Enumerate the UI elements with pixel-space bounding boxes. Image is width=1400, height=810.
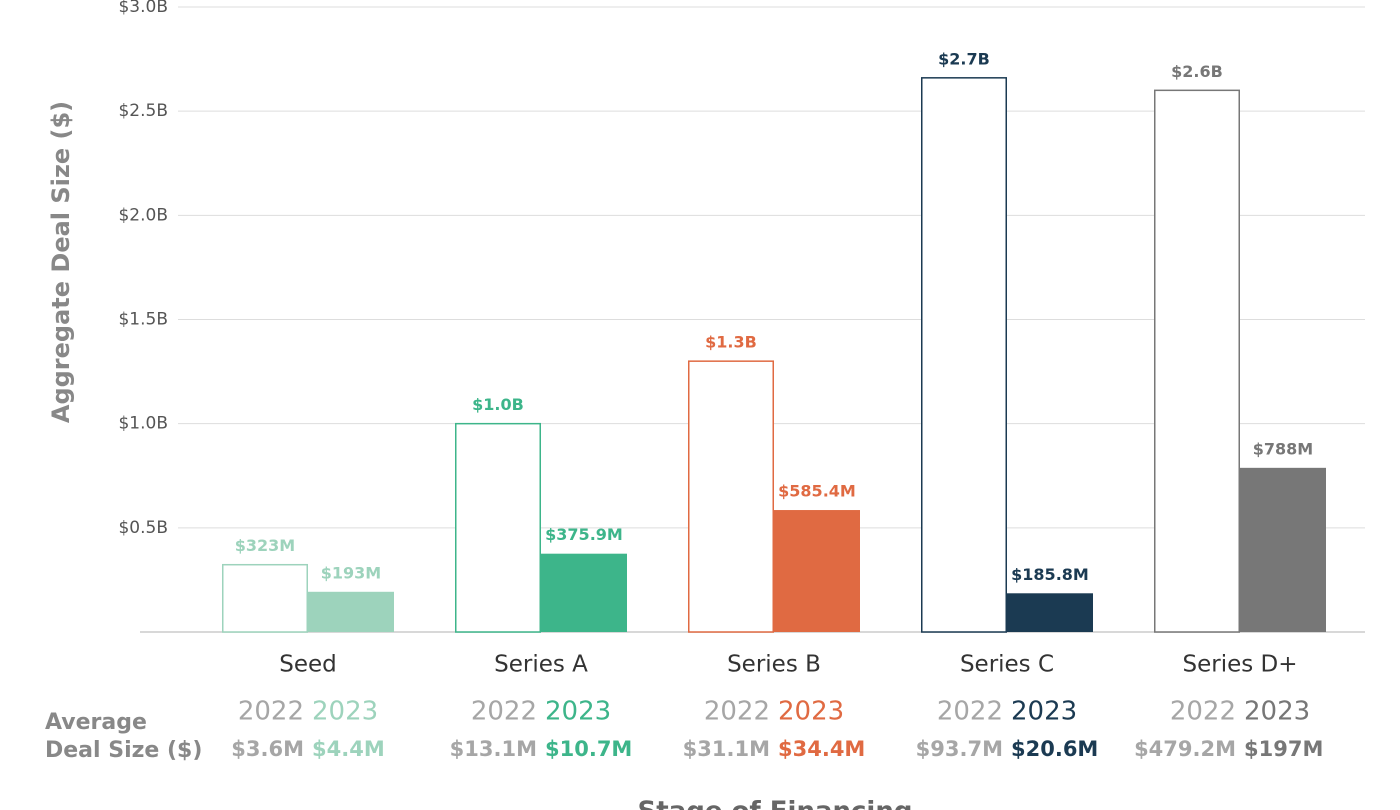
average-value: $197M [1244, 737, 1323, 761]
legend-year: 2023 [312, 697, 378, 727]
legend-year: 2022 [1170, 697, 1236, 727]
average-value: $10.7M [545, 737, 632, 761]
y-tick-label: $1.5B [118, 310, 168, 330]
value-label: $375.9M [545, 525, 623, 544]
y-axis-title: Aggregate Deal Size ($) [47, 101, 75, 423]
bar [455, 422, 541, 633]
value-label: $1.3B [705, 333, 757, 352]
average-value: $20.6M [1011, 737, 1098, 761]
x-tick-label: Seed [279, 652, 337, 678]
value-label: $2.7B [938, 49, 990, 68]
legend-year: 2022 [238, 697, 304, 727]
average-value: $34.4M [778, 737, 865, 761]
y-tick-label: $2.0B [118, 205, 168, 225]
legend-year: 2022 [704, 697, 770, 727]
bar [774, 510, 860, 632]
value-label: $585.4M [778, 482, 856, 501]
average-value: $93.7M [916, 737, 1003, 761]
legend-year: 2022 [471, 697, 537, 727]
y-tick-label: $1.0B [118, 414, 168, 434]
average-value: $4.4M [312, 737, 385, 761]
bar [541, 553, 627, 632]
legend-year: 2023 [545, 697, 611, 727]
bar [1007, 593, 1093, 632]
value-label: $2.6B [1171, 62, 1223, 81]
bar [222, 563, 308, 633]
value-label: $193M [321, 563, 381, 582]
legend-year: 2022 [937, 697, 1003, 727]
bar [1240, 467, 1326, 632]
x-tick-label: Series B [727, 652, 821, 678]
x-tick-label: Series D+ [1182, 652, 1297, 678]
bar [921, 77, 1007, 633]
value-label: $323M [235, 536, 295, 555]
bar [688, 360, 774, 633]
average-value: $31.1M [683, 737, 770, 761]
x-tick-label: Series C [960, 652, 1054, 678]
value-label: $788M [1253, 439, 1313, 458]
average-value: $479.2M [1134, 737, 1236, 761]
y-tick-label: $2.5B [118, 101, 168, 121]
average-value: $3.6M [231, 737, 304, 761]
x-tick-label: Series A [494, 652, 588, 678]
legend-year: 2023 [778, 697, 844, 727]
bar [1154, 89, 1240, 633]
value-label: $1.0B [472, 395, 524, 414]
y-tick-label: $3.0B [118, 0, 168, 17]
x-axis-title: Stage of Financing [638, 797, 913, 810]
value-label: $185.8M [1011, 565, 1089, 584]
average-title: Average [45, 710, 147, 735]
bar [308, 591, 394, 632]
average-value: $13.1M [450, 737, 537, 761]
y-tick-label: $0.5B [118, 518, 168, 538]
legend-year: 2023 [1244, 697, 1310, 727]
average-title: Deal Size ($) [45, 738, 202, 763]
legend-year: 2023 [1011, 697, 1077, 727]
